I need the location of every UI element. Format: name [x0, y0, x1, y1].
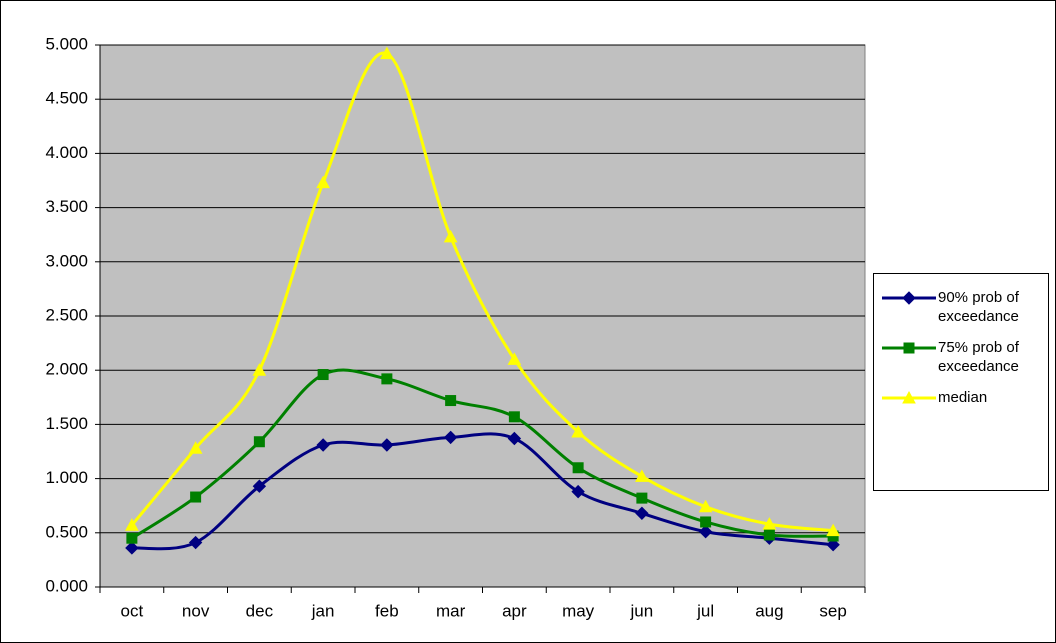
legend-swatch [882, 342, 936, 354]
x-tick-label: apr [502, 601, 527, 620]
y-tick-label: 1.500 [45, 414, 88, 433]
x-tick-label: nov [182, 601, 210, 620]
marker [125, 541, 139, 555]
marker [316, 175, 330, 189]
marker [445, 395, 457, 407]
y-tick-label: 2.000 [45, 360, 88, 379]
legend-label: 90% prob of exceedance [938, 289, 1019, 325]
marker [190, 491, 202, 503]
x-tick-label: jan [311, 601, 335, 620]
marker [252, 363, 267, 376]
x-tick-label: dec [246, 601, 274, 620]
marker [635, 506, 649, 520]
marker [763, 529, 775, 541]
legend-label: median [938, 389, 988, 406]
marker [508, 411, 520, 423]
marker [903, 342, 915, 354]
marker [443, 430, 458, 445]
legend-swatch [882, 390, 936, 404]
y-tick-label: 4.500 [45, 89, 88, 108]
legend-entry: 75% prob of exceedance [878, 338, 1048, 376]
y-tick-label: 3.500 [45, 197, 88, 216]
x-tick-label: may [562, 601, 595, 620]
marker [826, 523, 840, 537]
marker [380, 438, 394, 452]
x-tick-label: jun [630, 601, 654, 620]
y-tick-label: 5.000 [45, 34, 88, 53]
marker [317, 369, 329, 381]
y-tick-label: 2.500 [45, 305, 88, 324]
x-tick-label: sep [819, 601, 846, 620]
y-tick-label: 1.000 [45, 468, 88, 487]
legend-swatch [882, 291, 936, 305]
marker [636, 492, 648, 504]
marker [507, 352, 522, 365]
marker [507, 431, 522, 446]
marker [826, 538, 840, 552]
marker [443, 229, 458, 243]
y-tick-label: 0.000 [45, 576, 88, 595]
legend: 90% prob of exceedance 75% prob of exceed… [873, 273, 1049, 491]
legend-entry: median [878, 388, 1048, 407]
x-tick-label: feb [375, 601, 399, 620]
marker [698, 499, 713, 513]
marker [902, 291, 916, 305]
marker [188, 535, 203, 550]
x-tick-label: oct [121, 601, 144, 620]
marker [572, 462, 584, 474]
x-tick-label: jul [696, 601, 714, 620]
marker [188, 441, 203, 454]
marker [762, 517, 777, 530]
marker [902, 390, 916, 404]
marker [700, 516, 712, 528]
y-tick-label: 0.500 [45, 522, 88, 541]
y-tick-label: 3.000 [45, 251, 88, 270]
marker [380, 46, 394, 60]
marker [253, 436, 265, 448]
marker [381, 373, 393, 385]
marker [571, 484, 585, 499]
marker [316, 438, 330, 452]
legend-label: 75% prob of exceedance [938, 339, 1019, 375]
y-tick-label: 4.000 [45, 143, 88, 162]
marker [125, 518, 139, 531]
x-tick-label: mar [436, 601, 466, 620]
marker [698, 525, 713, 539]
marker [126, 532, 138, 544]
x-tick-label: aug [755, 601, 783, 620]
marker [635, 469, 649, 482]
marker [252, 479, 267, 493]
legend-entry: 90% prob of exceedance [878, 288, 1048, 326]
marker [571, 424, 585, 438]
